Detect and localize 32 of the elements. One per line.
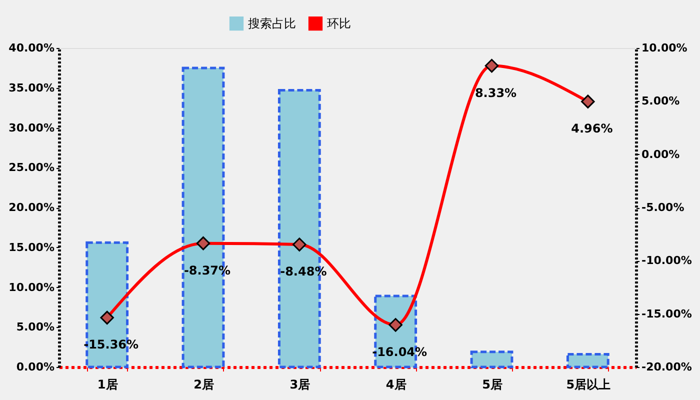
data-label: 8.33%	[474, 86, 517, 100]
data-label: 4.96%	[571, 122, 613, 136]
y-tick-label: 10.00%	[8, 280, 54, 294]
x-tick-label: 1居	[97, 378, 118, 392]
y-tick-label: 5.00%	[16, 320, 54, 334]
legend-label: 环比	[327, 16, 351, 31]
x-tick-label: 2居	[194, 378, 214, 392]
data-label: -15.36%	[84, 338, 139, 352]
y-tick-label: 30.00%	[8, 121, 54, 134]
data-label: -16.04%	[372, 344, 428, 359]
y-tick-label: 40.00%	[8, 42, 54, 54]
y-tick-label: 35.00%	[8, 81, 54, 94]
y2-tick-label: -5.00%	[642, 201, 684, 214]
y2-tick-label: 5.00%	[642, 94, 680, 108]
legend-label: 搜索占比	[248, 16, 296, 31]
data-label: -8.48%	[280, 264, 327, 279]
y-tick-label: 0.00%	[16, 360, 54, 374]
y-tick-label: 15.00%	[8, 240, 54, 254]
x-tick-label: 5居以上	[566, 378, 611, 392]
bar	[566, 352, 610, 368]
x-tick-label: 5居	[482, 378, 502, 392]
y2-tick-label: -20.00%	[642, 360, 692, 374]
y-tick-label: 20.00%	[8, 201, 54, 214]
y-tick-label: 25.00%	[8, 161, 54, 174]
y2-tick-label: -15.00%	[642, 307, 692, 320]
bar	[470, 350, 514, 368]
y2-tick-label: -10.00%	[642, 254, 692, 268]
x-tick-label: 3居	[290, 378, 310, 392]
y2-tick-label: 10.00%	[642, 42, 688, 54]
x-tick-label: 4居	[386, 378, 406, 392]
data-label: -8.37%	[184, 263, 231, 278]
y2-tick-label: 0.00%	[642, 148, 680, 161]
